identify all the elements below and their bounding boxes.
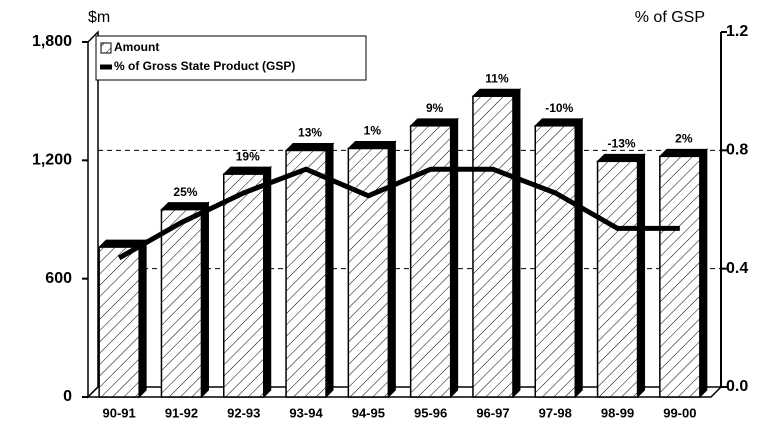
y-tick-label: 1,200: [32, 152, 72, 169]
y2-tick-label: 0.8: [726, 142, 748, 159]
bar-side: [637, 153, 646, 399]
left-wall: [87, 30, 99, 399]
x-tick-label: 95-96: [414, 405, 447, 420]
bar-side: [450, 117, 459, 399]
bar-top: [222, 166, 272, 175]
line: [117, 166, 680, 261]
bar: [472, 95, 514, 398]
y-tick-label: 1,800: [32, 33, 72, 50]
legend-label: Amount: [114, 40, 159, 54]
bar-annotation: 19%: [236, 149, 260, 163]
bar-side: [512, 88, 521, 399]
y2-tick-label: 1.2: [726, 23, 748, 40]
bar: [347, 147, 390, 398]
bar-top: [409, 118, 459, 127]
y2-unit-label: % of GSP: [635, 9, 705, 26]
bar-top: [596, 153, 646, 162]
x-tick-label: 97-98: [539, 405, 572, 420]
bar-side: [574, 117, 583, 399]
bar-top: [160, 202, 210, 211]
bar-top: [534, 118, 584, 127]
x-tick-label: 92-93: [227, 405, 260, 420]
legend-box: [95, 35, 367, 81]
bar: [596, 160, 639, 398]
x-tick-label: 96-97: [476, 405, 509, 420]
bar-top: [284, 142, 335, 151]
bar-annotation: 2%: [675, 132, 693, 146]
bar-annotation: 25%: [173, 185, 197, 199]
bar: [534, 125, 576, 398]
bar-annotation: 11%: [485, 71, 509, 85]
x-tick-label: 98-99: [601, 405, 634, 420]
bar-side: [263, 165, 272, 399]
bar-side: [200, 201, 209, 399]
bar-annotation: -10%: [545, 101, 573, 115]
bar: [223, 173, 265, 398]
legend-swatch: [100, 42, 112, 54]
y-tick-label: 600: [45, 270, 72, 287]
y2-tick-label: 0.0: [726, 378, 748, 395]
bar: [409, 125, 452, 398]
bar: [285, 149, 327, 398]
y-unit-label: $m: [88, 9, 110, 26]
bar-side: [138, 238, 147, 399]
bar: [98, 246, 140, 398]
bar-annotation: -13%: [608, 136, 636, 150]
bar-side: [699, 148, 708, 399]
x-tick-label: 99-00: [663, 405, 696, 420]
bar-annotation: 13%: [298, 126, 322, 140]
bar-annotation: 1%: [364, 124, 382, 138]
y2-tick-label: 0.4: [726, 260, 748, 277]
bar-side: [387, 140, 396, 399]
legend-label: % of Gross State Product (GSP): [114, 59, 295, 73]
x-tick-label: 93-94: [289, 405, 323, 420]
bar-top: [471, 88, 522, 97]
bar-top: [658, 148, 709, 157]
bar: [659, 155, 701, 398]
x-tick-label: 94-95: [352, 405, 385, 420]
y-tick-label: 0: [63, 388, 72, 405]
bar: [160, 208, 203, 398]
x-tick-label: 91-92: [165, 405, 198, 420]
x-tick-label: 90-91: [103, 405, 136, 420]
bar-top: [347, 141, 397, 149]
bar-annotation: 9%: [426, 101, 444, 115]
